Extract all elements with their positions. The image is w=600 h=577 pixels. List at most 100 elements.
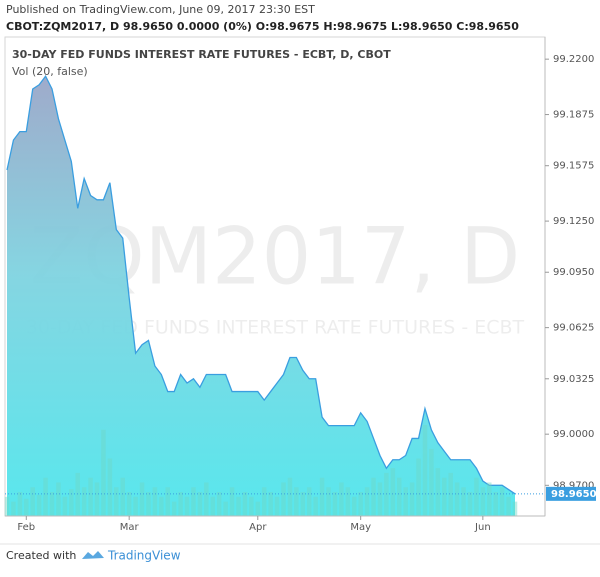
volume-bar [49,492,55,516]
volume-bar [249,496,254,516]
volume-bar [229,487,235,516]
volume-bar [255,501,261,516]
volume-bar [339,482,344,516]
last-price-box [546,486,596,501]
volume-bar [223,501,228,516]
volume-bar [294,487,299,516]
chart-title: 30-DAY FED FUNDS INTEREST RATE FUTURES -… [12,48,391,61]
volume-bar [242,492,248,516]
published-line: Published on TradingView.com, June 09, 2… [6,3,315,16]
volume-bar [377,482,383,516]
volume-bar [435,468,441,516]
volume-bar [448,472,453,516]
volume-bar [171,501,177,516]
quote-line: CBOT:ZQM2017, D 98.9650 0.0000 (0%) O:98… [6,20,519,33]
y-tick-label: 99.1575 [553,161,594,172]
volume-bar [506,496,511,516]
volume-bar [351,496,357,516]
volume-bar [461,487,466,516]
volume-bar [332,492,338,516]
y-tick-label: 99.2200 [553,54,594,65]
y-tick-label: 99.1250 [553,216,594,227]
volume-bar [319,477,325,516]
watermark-subtitle: 30-DAY FED FUNDS INTEREST RATE FUTURES -… [26,317,525,339]
volume-bar [416,458,421,516]
brand-name[interactable]: TradingView [107,549,181,563]
volume-bar [274,496,280,516]
volume-bar [358,492,363,516]
volume-bar [139,482,145,516]
y-tick-label: 99.0625 [553,323,594,334]
volume-bar [4,496,10,516]
volume-bar [204,482,209,516]
volume-bar [178,492,183,516]
volume-bar [69,489,74,516]
volume-bar [56,482,61,516]
volume-bar [429,448,434,516]
volume-bar [24,498,29,516]
volume-bar [159,496,164,516]
volume-bar [101,429,106,516]
volume-bar [261,487,267,516]
volume-bar [487,482,492,516]
volume-bar [403,487,408,516]
volume-bar [371,477,376,516]
volume-bar [197,492,203,516]
y-tick-label: 99.0325 [553,374,594,385]
volume-bar [499,487,505,516]
y-tick-label: 99.0000 [553,429,594,440]
volume-bar [281,482,286,516]
volume-bar [62,496,68,516]
volume-bar [184,496,190,516]
volume-bar [474,477,479,516]
y-tick-label: 99.0950 [553,267,594,278]
volume-bar [454,482,460,516]
footer-text: Created with [6,549,76,562]
price-line [6,74,516,495]
volume-bar [397,477,402,516]
volume-bar [17,492,23,516]
brand-logo [82,551,104,559]
volume-bar [422,424,428,516]
last-price-label: 98.9650 [551,489,597,500]
indicator-label: Vol (20, false) [12,65,88,78]
volume-bar [326,487,331,516]
volume-bar [114,487,119,516]
volume-bar [390,468,396,516]
volume-bar [75,472,80,516]
volume-bar [210,496,216,516]
volume-bar [268,492,273,516]
volume-bar [126,492,132,516]
x-tick-label: Jun [474,522,491,533]
volume-bar [409,482,415,516]
volume-bar [306,487,312,516]
volume-bar [120,477,125,516]
volume-bar [364,487,370,516]
y-tick-label: 98.9700 [553,480,594,491]
x-tick-label: Feb [17,522,35,533]
plot: ZQM2017, D30-DAY FED FUNDS INTEREST RATE… [4,74,525,516]
volume-bar [493,492,498,516]
volume-bar [191,487,196,516]
volume-bar [313,496,318,516]
x-tick-label: Apr [249,522,267,533]
volume-bar [384,472,389,516]
x-tick-label: Mar [120,522,140,533]
volume-bar [36,494,42,516]
volume-bar [216,492,222,516]
volume-bar [467,492,473,516]
volume-bar [300,492,306,516]
volume-bar [165,487,171,516]
volume-bar [345,487,351,516]
volume-bar [11,501,16,516]
price-area [7,76,515,516]
y-tick-label: 99.1875 [553,110,594,121]
volume-bar [480,487,486,516]
volume-bar [512,501,518,516]
volume-bar [81,487,87,516]
volume-bar [442,477,447,516]
volume-bar [88,477,93,516]
volume-bar [287,477,293,516]
